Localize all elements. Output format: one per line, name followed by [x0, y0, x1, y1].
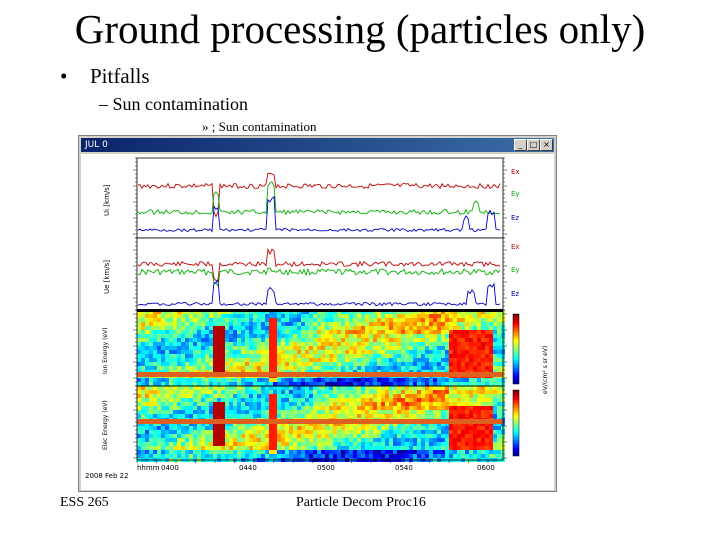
bullet-pitfalls-text: Pitfalls — [90, 64, 150, 88]
x-time-label: hhmm — [137, 464, 160, 472]
colorbar-label: eV/(cm² s sr eV) — [542, 346, 549, 394]
legend-mid-ex: Ex — [511, 243, 520, 251]
panel-ion-velocity — [136, 157, 504, 239]
window-titlebar[interactable]: JUL 0 _ □ × — [81, 138, 554, 152]
stacked-plot: Ex Ey Ez Ex Ey Ez Ui [km/s] Ue [km/s] Io… — [85, 157, 549, 480]
subsubbullet-sun-contamination: » ; Sun contamination — [202, 119, 317, 134]
legend-mid-ey: Ey — [511, 266, 520, 274]
ylabel-ion-velocity: Ui [km/s] — [103, 184, 111, 216]
x-tick-0500: 0500 — [317, 464, 335, 472]
x-tick-0400: 0400 — [161, 464, 179, 472]
bullet-marker: • — [60, 64, 68, 88]
plot-canvas: Ex Ey Ez Ex Ey Ez Ui [km/s] Ue [km/s] Io… — [81, 154, 554, 490]
x-tick-0600: 0600 — [477, 464, 495, 472]
x-date-label: 2008 Feb 22 — [85, 472, 129, 480]
plot-window: JUL 0 _ □ × Ex Ey Ez Ex Ey Ez Ui [km/s] — [78, 135, 557, 492]
window-title: JUL 0 — [85, 140, 108, 150]
legend-mid-ez: Ez — [511, 290, 519, 298]
bullet-pitfalls: • Pitfalls — [60, 64, 150, 89]
minimize-button[interactable]: _ — [514, 139, 527, 151]
x-tick-0540: 0540 — [395, 464, 413, 472]
footer-page: Particle Decom Proc16 — [296, 495, 426, 510]
x-tick-0440: 0440 — [239, 464, 257, 472]
maximize-button[interactable]: □ — [527, 139, 540, 151]
legend-top-ey: Ey — [511, 190, 520, 198]
panel-electron-velocity — [136, 237, 504, 311]
ylabel-electron-energy: Elec Energy (eV) — [102, 400, 109, 450]
panel-electron-spectrogram — [137, 386, 505, 462]
legend-top-ez: Ez — [511, 214, 519, 222]
panel-ion-spectrogram — [137, 309, 505, 386]
ylabel-electron-velocity: Ue [km/s] — [103, 260, 111, 294]
close-button[interactable]: × — [540, 139, 553, 151]
slide-title: Ground processing (particles only) — [74, 6, 646, 52]
subbullet-sun-contamination: – Sun contamination — [99, 94, 248, 114]
legend-top-ex: Ex — [511, 168, 520, 176]
ylabel-ion-energy: Ion Energy (eV) — [102, 327, 109, 374]
footer-course: ESS 265 — [60, 495, 109, 510]
